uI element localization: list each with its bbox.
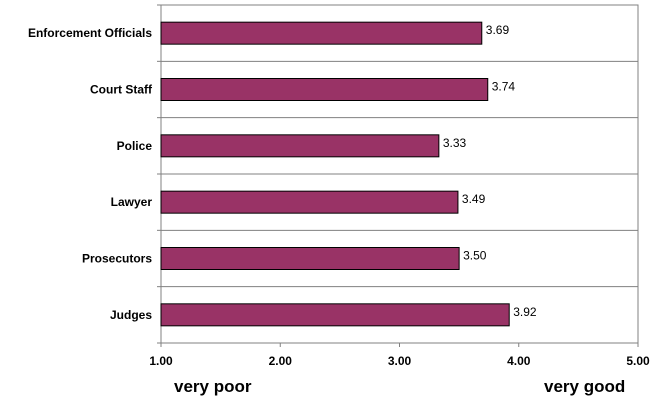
bar-layer xyxy=(160,21,510,327)
x-tick-label: 4.00 xyxy=(507,354,531,368)
category-label: Judges xyxy=(110,308,152,322)
category-label: Enforcement Officials xyxy=(28,26,152,40)
data-label: 3.74 xyxy=(492,80,516,94)
scale-low-label: very poor xyxy=(174,377,252,396)
category-label: Lawyer xyxy=(111,195,153,209)
x-tick-label: 3.00 xyxy=(388,354,412,368)
data-label: 3.92 xyxy=(513,305,537,319)
category-label: Police xyxy=(117,139,153,153)
data-label: 3.33 xyxy=(443,136,467,150)
label-layer: 1.00 2.00 3.00 4.00 5.00 Enforcement Official… xyxy=(28,23,650,368)
x-tick-label: 2.00 xyxy=(269,354,293,368)
bar xyxy=(160,303,510,327)
category-label: Court Staff xyxy=(90,83,153,97)
scale-high-label: very good xyxy=(544,377,625,396)
bar xyxy=(160,247,460,270)
x-tick-label: 1.00 xyxy=(149,354,173,368)
data-label: 3.69 xyxy=(486,23,510,37)
bar xyxy=(160,190,459,214)
category-label: Prosecutors xyxy=(82,252,152,266)
bar xyxy=(160,134,440,158)
x-tick-label: 5.00 xyxy=(626,354,650,368)
data-label: 3.49 xyxy=(462,192,486,206)
grid-layer xyxy=(157,4,639,347)
data-label: 3.50 xyxy=(463,249,487,263)
bar xyxy=(160,21,483,45)
bar xyxy=(160,78,489,101)
